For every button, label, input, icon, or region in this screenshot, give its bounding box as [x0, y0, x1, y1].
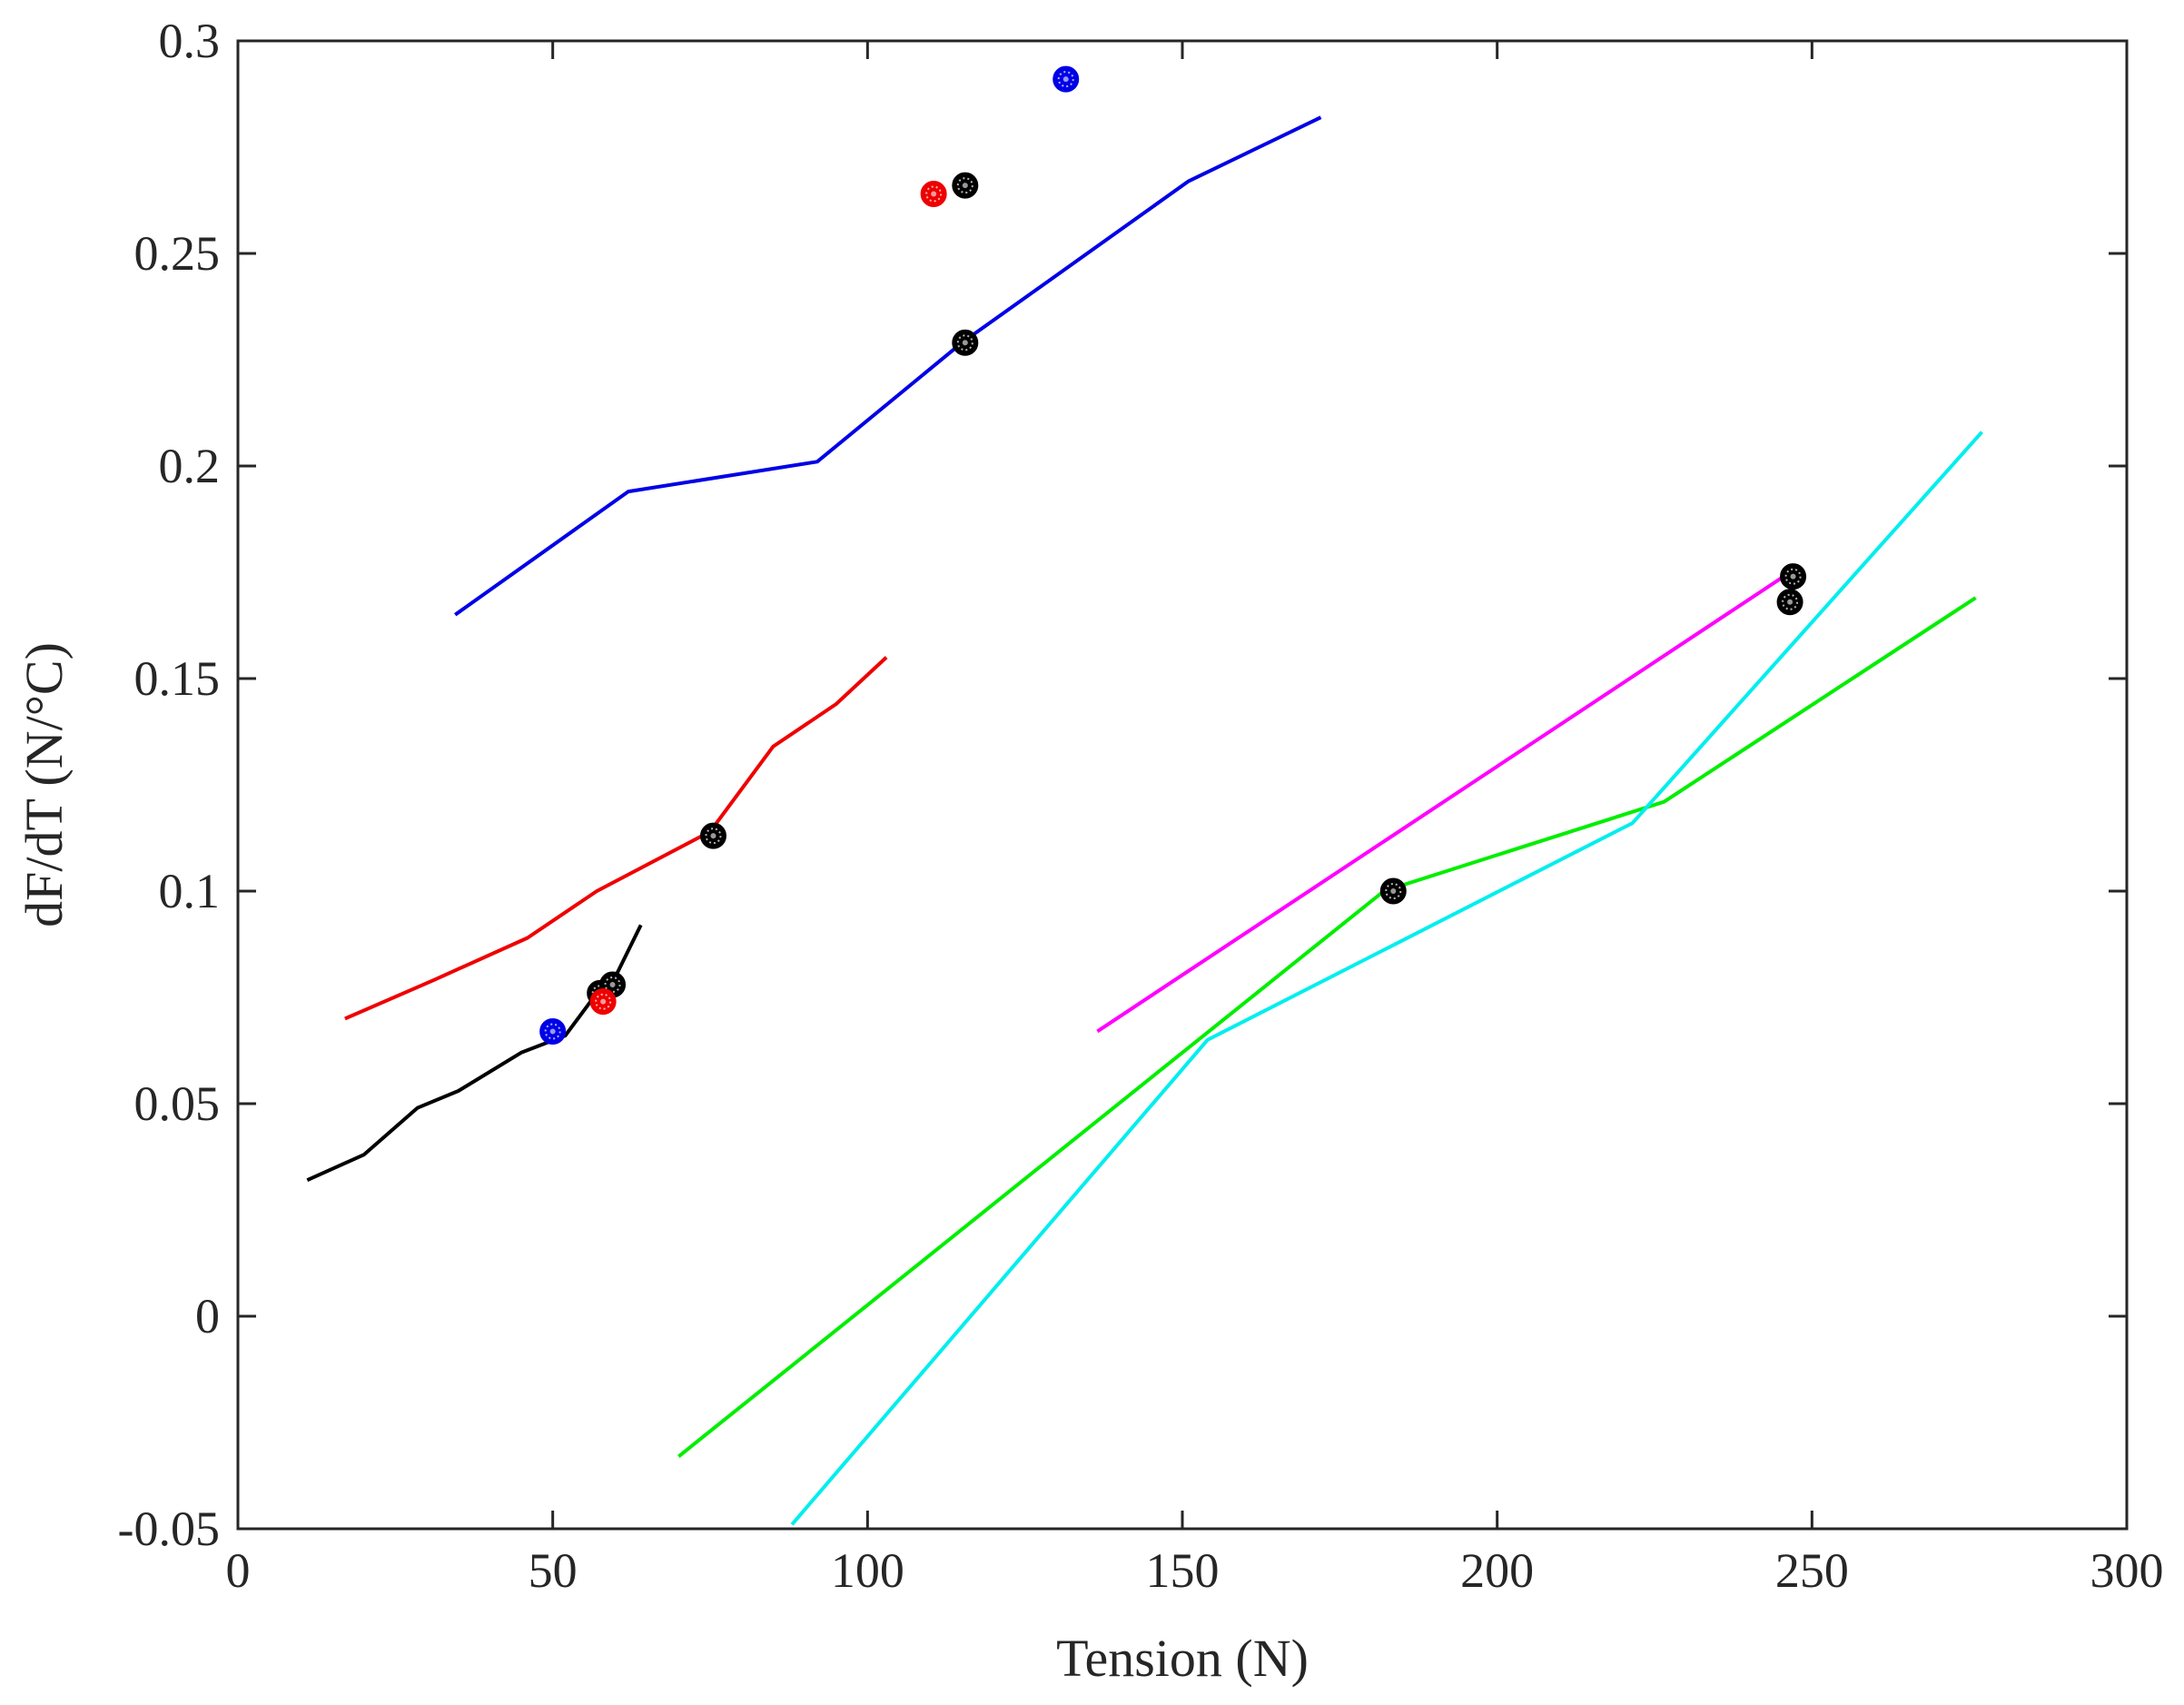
- series-line-cyan: [790, 431, 1983, 1526]
- x-tick-label: 150: [1146, 1543, 1220, 1598]
- series-line-red: [344, 656, 888, 1021]
- x-tick-label: 100: [831, 1543, 904, 1598]
- series-line-blue: [454, 115, 1322, 617]
- plot-area: [306, 65, 1983, 1526]
- data-point-marker: [1776, 589, 1804, 616]
- series-line-green: [677, 596, 1977, 1458]
- y-tick-label: 0.05: [134, 1076, 221, 1131]
- data-point-marker: [1780, 563, 1807, 590]
- y-tick-label: 0.1: [159, 864, 221, 918]
- y-tick-label: 0: [195, 1289, 220, 1343]
- x-tick-label: 50: [529, 1543, 578, 1598]
- y-axis-label: dF/dT (N/°C): [15, 642, 74, 927]
- y-tick-label: 0.2: [159, 439, 221, 493]
- data-point-marker: [539, 1017, 567, 1045]
- x-tick-label: 200: [1460, 1543, 1534, 1598]
- y-tick-label: -0.05: [118, 1502, 220, 1556]
- axes-frame: [236, 39, 2129, 1531]
- data-point-marker: [952, 329, 979, 356]
- data-point-marker: [1379, 877, 1407, 905]
- y-tick-label: 0.3: [159, 14, 221, 68]
- x-axis-label: Tension (N): [1056, 1629, 1309, 1688]
- series-line-magenta: [1096, 575, 1785, 1034]
- axes: 0 50 100 150 200 250 300-0.0500.050.10.150.20.…: [118, 14, 2164, 1598]
- y-tick-label: 0.15: [134, 651, 221, 706]
- data-point-marker: [699, 822, 726, 849]
- x-tick-label: 300: [2090, 1543, 2164, 1598]
- data-point-marker: [1052, 65, 1080, 93]
- x-tick-label: 250: [1775, 1543, 1849, 1598]
- data-point-marker: [952, 172, 979, 199]
- y-tick-label: 0.25: [134, 226, 221, 281]
- data-point-marker: [589, 988, 617, 1016]
- data-point-marker: [920, 180, 947, 207]
- x-tick-label: 0: [226, 1543, 251, 1598]
